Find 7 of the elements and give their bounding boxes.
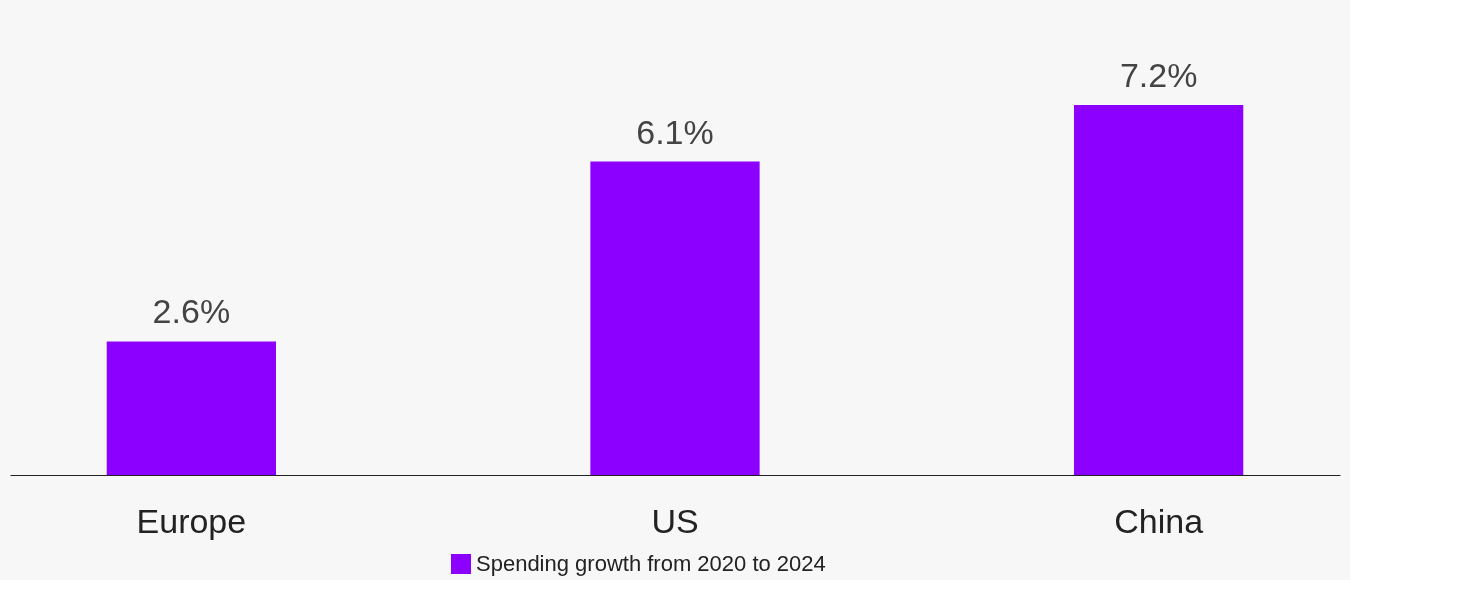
data-label: 6.1% — [636, 112, 714, 151]
data-label: 2.6% — [152, 292, 231, 331]
x-tick-label: US — [651, 501, 699, 540]
x-tick-label: Europe — [136, 501, 247, 540]
x-tick-label: China — [1114, 501, 1204, 540]
data-label: 7.2% — [1119, 56, 1198, 94]
legend-label: Spending growth from 2020 to 2024 — [476, 551, 826, 576]
